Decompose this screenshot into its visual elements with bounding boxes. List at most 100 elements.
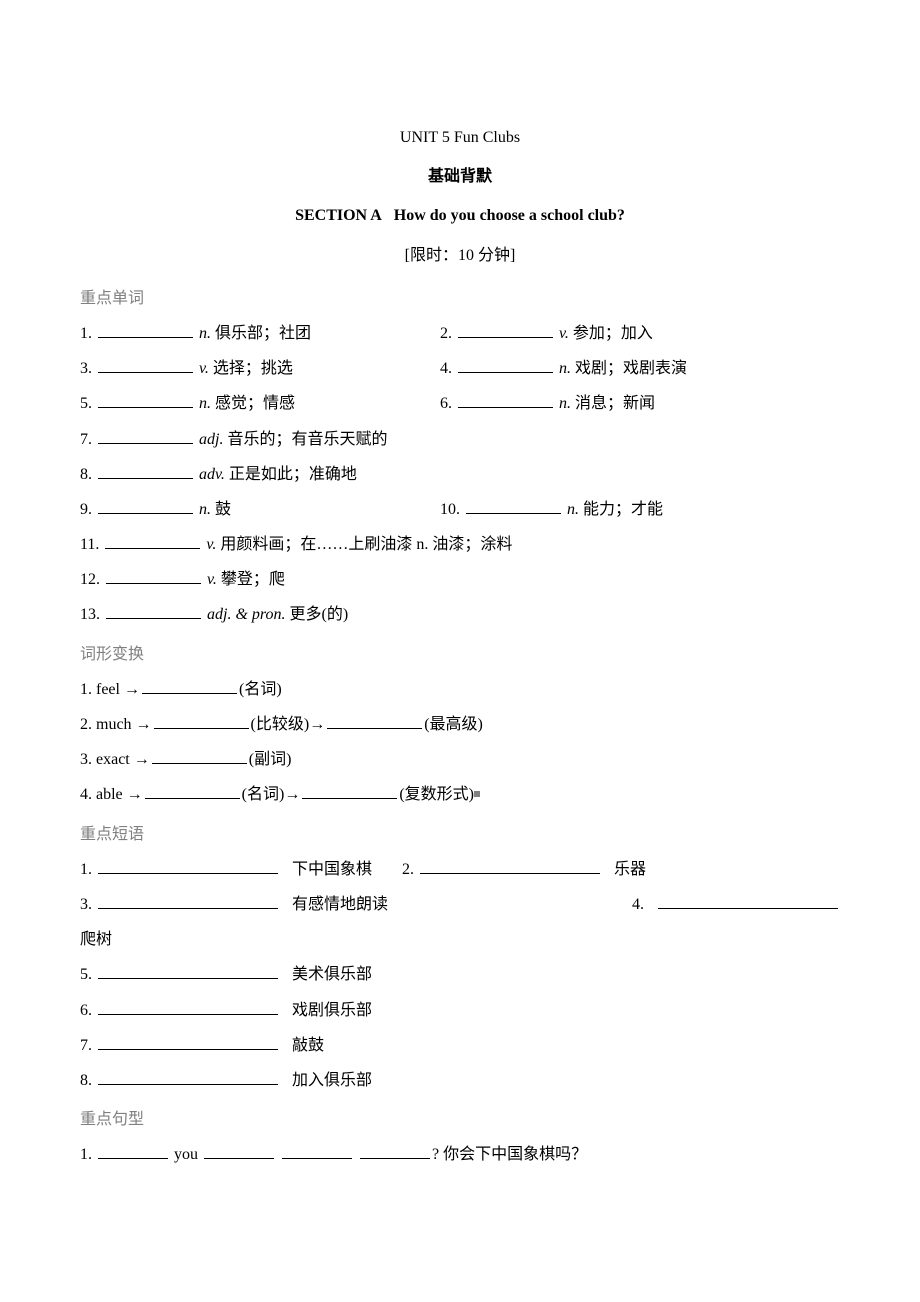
blank[interactable] [152, 748, 247, 764]
def: 戏剧；戏剧表演 [575, 351, 687, 386]
blank[interactable] [302, 783, 397, 799]
vocab-row: 5. n. 感觉；情感 6. n. 消息；新闻 [80, 386, 840, 421]
word: exact [96, 742, 130, 777]
word: able [96, 777, 123, 812]
blank[interactable] [106, 603, 201, 619]
blank[interactable] [458, 322, 553, 338]
blank[interactable] [658, 893, 838, 909]
vocab-section-label: 重点单词 [80, 281, 840, 316]
vocab-row: 12. v. 攀登；爬 [80, 562, 840, 597]
blank[interactable] [458, 392, 553, 408]
def: 音乐的；有音乐天赋的 [227, 422, 387, 457]
item-num: 3. [80, 742, 92, 777]
vocab-row: 1. n. 俱乐部；社团 2. v. 参加；加入 [80, 316, 840, 351]
phrase-row: 3. 有感情地朗读 4. [80, 887, 840, 922]
def: 能力；才能 [583, 492, 663, 527]
sentences-section-label: 重点句型 [80, 1102, 840, 1137]
blank[interactable] [98, 999, 278, 1015]
blank[interactable] [98, 357, 193, 373]
def: 俱乐部；社团 [215, 316, 311, 351]
vocab-row: 3. v. 选择；挑选 4. n. 戏剧；戏剧表演 [80, 351, 840, 386]
blank[interactable] [98, 322, 193, 338]
item-num: 1. [80, 852, 92, 887]
item-num: 8. [80, 457, 92, 492]
item-num: 7. [80, 422, 92, 457]
vocab-row: 9. n. 鼓 10. n. 能力；才能 [80, 492, 840, 527]
form-label: (最高级) [424, 707, 483, 742]
blank[interactable] [420, 858, 600, 874]
word: feel [96, 672, 120, 707]
def: 敲鼓 [292, 1028, 324, 1063]
blank[interactable] [98, 858, 278, 874]
pos: adj. & pron. [207, 597, 286, 632]
sentence-row: 1. you ? 你会下中国象棋吗？ [80, 1137, 840, 1172]
item-num: 3. [80, 351, 92, 386]
def: 参加；加入 [573, 316, 653, 351]
blank[interactable] [458, 357, 553, 373]
pos: adj. [199, 422, 223, 457]
blank[interactable] [204, 1143, 274, 1159]
item-num: 9. [80, 492, 92, 527]
def: 戏剧俱乐部 [292, 993, 372, 1028]
sentence-tail: ? 你会下中国象棋吗？ [432, 1137, 587, 1172]
phrase-row: 6. 戏剧俱乐部 [80, 993, 840, 1028]
phrase-def-continuation: 爬树 [80, 922, 840, 957]
item-num: 10. [440, 492, 460, 527]
form-label: (名词) [239, 672, 282, 707]
blank[interactable] [98, 1034, 278, 1050]
square-marker [474, 791, 480, 797]
item-num: 1. [80, 316, 92, 351]
item-num: 8. [80, 1063, 92, 1098]
def: 更多(的) [290, 597, 349, 632]
vocab-row: 7. adj. 音乐的；有音乐天赋的 [80, 422, 840, 457]
blank[interactable] [98, 893, 278, 909]
phrase-row: 5. 美术俱乐部 [80, 957, 840, 992]
blank[interactable] [98, 1069, 278, 1085]
pos: n. [199, 316, 211, 351]
subtitle: 基础背默 [80, 159, 840, 194]
def: 攀登；爬 [221, 562, 285, 597]
blank[interactable] [98, 963, 278, 979]
blank[interactable] [98, 428, 193, 444]
item-num: 4. [440, 351, 452, 386]
pos: n. [567, 492, 579, 527]
blank[interactable] [106, 568, 201, 584]
blank[interactable] [98, 498, 193, 514]
phrase-row: 7. 敲鼓 [80, 1028, 840, 1063]
blank[interactable] [142, 678, 237, 694]
blank[interactable] [98, 463, 193, 479]
item-num: 4. [80, 777, 92, 812]
form-label: (名词) [242, 777, 285, 812]
blank[interactable] [98, 392, 193, 408]
pos: n. [559, 351, 571, 386]
item-num: 11. [80, 527, 99, 562]
def: 美术俱乐部 [292, 957, 372, 992]
blank[interactable] [145, 783, 240, 799]
blank[interactable] [282, 1143, 352, 1159]
vocab-row: 8. adv. 正是如此；准确地 [80, 457, 840, 492]
transform-section-label: 词形变换 [80, 637, 840, 672]
pos: n. [199, 386, 211, 421]
def: 感觉；情感 [215, 386, 295, 421]
item-num: 5. [80, 386, 92, 421]
section-prefix: SECTION A [295, 207, 382, 224]
blank[interactable] [154, 713, 249, 729]
item-num: 6. [440, 386, 452, 421]
def: 加入俱乐部 [292, 1063, 372, 1098]
item-num: 3. [80, 887, 92, 922]
item-num: 13. [80, 597, 100, 632]
item-num: 2. [402, 852, 414, 887]
pos: n. [559, 386, 571, 421]
pos: v. [199, 351, 209, 386]
transform-row: 2. much →(比较级)→(最高级) [80, 707, 840, 742]
blank[interactable] [98, 1143, 168, 1159]
blank[interactable] [105, 533, 200, 549]
form-label: (比较级) [251, 707, 310, 742]
blank[interactable] [466, 498, 561, 514]
item-num: 6. [80, 993, 92, 1028]
blank[interactable] [360, 1143, 430, 1159]
def: 乐器 [614, 852, 646, 887]
blank[interactable] [327, 713, 422, 729]
item-num: 5. [80, 957, 92, 992]
pos: n. [199, 492, 211, 527]
